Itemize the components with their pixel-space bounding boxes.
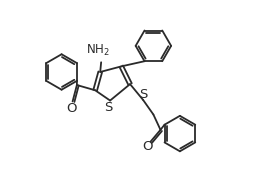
Text: S: S (139, 88, 147, 101)
Text: S: S (104, 101, 112, 114)
Text: O: O (66, 102, 77, 115)
Text: O: O (142, 140, 152, 153)
Text: NH$_2$: NH$_2$ (85, 43, 109, 58)
